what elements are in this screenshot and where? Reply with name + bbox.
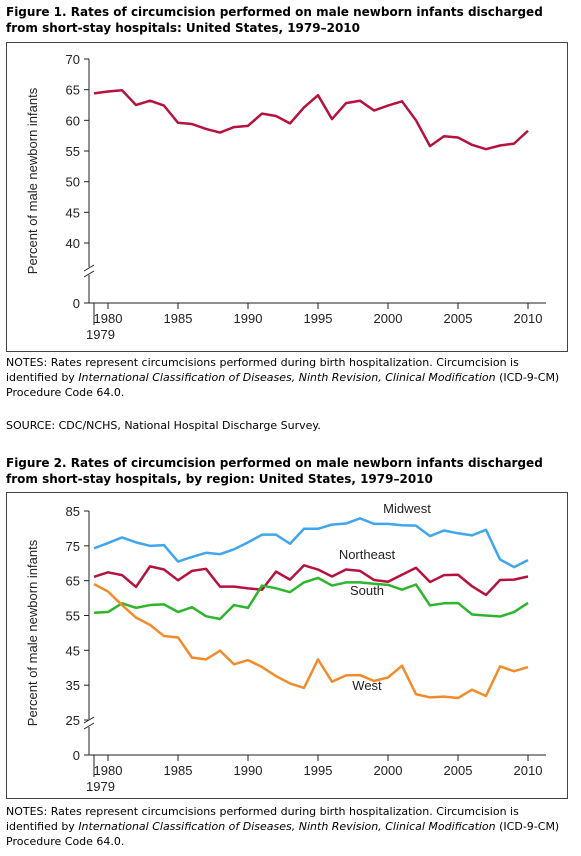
data-line [93, 583, 529, 700]
notes-text: NOTES: Rates represent circumcisions per… [6, 356, 519, 384]
y-tick-label: 50 [66, 175, 80, 190]
chart-frame: 0 25 35 45 55 65 75 85 1979 1980 1985 1990 1995 2000 2… [6, 492, 568, 799]
figure-title: Figure 2. Rates of circumcision performe… [6, 456, 543, 486]
y-tick-label: 85 [66, 504, 80, 519]
x-tick-label: 1985 [164, 311, 193, 326]
x-tick-label: 1995 [304, 311, 333, 326]
x-tick-label: 2010 [514, 763, 543, 778]
y-tick-label: 25 [66, 713, 80, 728]
y-tick-label: 55 [66, 144, 80, 159]
chart-frame: 0 40 45 50 55 60 65 70 1979 1980 1985 1990 1995 2000 2… [6, 42, 568, 352]
x-tick-label: 1990 [234, 763, 263, 778]
data-line [93, 576, 529, 621]
notes-italic: International Classification of Diseases… [78, 820, 496, 833]
notes-text: (ICD-9-CM) Procedure Code 64.0. [6, 820, 560, 848]
x-tick-label: 1995 [304, 763, 333, 778]
y-tick-label: 40 [66, 236, 80, 251]
x-tick-label: 1979 [86, 779, 115, 794]
data-line [93, 564, 529, 597]
y-tick-label: 55 [66, 609, 80, 624]
data-line [93, 517, 529, 569]
y-tick-label: 75 [66, 539, 80, 554]
x-tick-label: 2010 [514, 311, 543, 326]
notes-text: (ICD-9-CM) Procedure Code 64.0. [6, 371, 560, 399]
y-tick-label: 45 [66, 205, 80, 220]
x-tick-label: 1980 [94, 311, 123, 326]
series-label: Midwest [383, 501, 431, 516]
y-tick-label: 70 [66, 52, 80, 67]
series-label: Northeast [339, 547, 396, 562]
y-tick-label: 60 [66, 113, 80, 128]
y-tick-label: 0 [73, 296, 80, 311]
axis-break [83, 270, 95, 278]
x-tick-label: 1990 [234, 311, 263, 326]
y-tick-label: 65 [66, 574, 80, 589]
x-tick-label: 1980 [94, 763, 123, 778]
x-tick-label: 1985 [164, 763, 193, 778]
y-axis-label: Percent of male newborn infants [25, 87, 40, 274]
y-tick-label: 45 [66, 643, 80, 658]
notes: NOTES: Rates represent circumcisions per… [6, 804, 572, 849]
source: SOURCE: CDC/NCHS, National Hospital Disc… [6, 419, 321, 432]
series-label: South [350, 583, 384, 598]
y-axis-label: Percent of male newborn infants [25, 539, 40, 726]
series-label: West [352, 678, 382, 693]
axis-break [83, 722, 95, 730]
x-tick-label: 2005 [444, 763, 473, 778]
x-tick-label: 2000 [374, 763, 403, 778]
data-line [93, 89, 529, 151]
figure-title: Figure 1. Rates of circumcision performe… [6, 5, 543, 35]
x-tick-label: 2005 [444, 311, 473, 326]
y-tick-label: 0 [73, 748, 80, 763]
notes-text: NOTES: Rates represent circumcisions per… [6, 805, 519, 833]
axis-break [83, 264, 95, 272]
notes: NOTES: Rates represent circumcisions per… [6, 355, 572, 400]
x-tick-label: 1979 [86, 327, 115, 342]
x-tick-label: 2000 [374, 311, 403, 326]
y-tick-label: 65 [66, 83, 80, 98]
y-tick-label: 35 [66, 678, 80, 693]
notes-italic: International Classification of Diseases… [78, 371, 496, 384]
